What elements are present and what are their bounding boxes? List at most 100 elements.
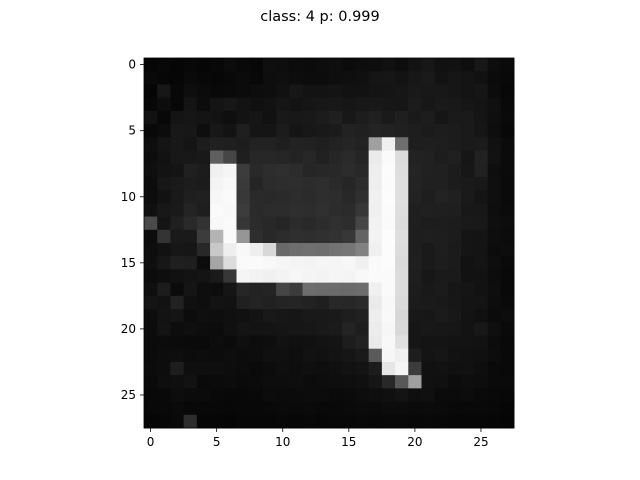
heatmap-cell [368,269,383,284]
heatmap-cell [408,335,422,350]
heatmap-cell [170,256,185,270]
heatmap-cell [183,388,198,402]
heatmap-cell [302,335,317,350]
heatmap-cell [342,229,356,244]
heatmap-cell [210,229,224,244]
heatmap-cell [368,176,383,191]
heatmap-cell [289,282,303,297]
heatmap-cell [144,256,158,270]
heatmap-cell [474,335,488,350]
heatmap-cell [302,71,317,85]
heatmap-cell [434,256,449,270]
heatmap-cell [196,84,211,99]
heatmap-cell [421,309,436,323]
heatmap-cell [368,388,383,402]
heatmap-cell [315,295,330,310]
heatmap-cell [210,216,224,231]
heatmap-cell [434,375,449,389]
heatmap-cell [368,361,383,376]
heatmap-cell [329,335,343,350]
heatmap-cell [144,388,158,402]
heatmap-cell [157,256,171,270]
heatmap-cell [421,110,436,125]
heatmap-cell [408,203,422,217]
heatmap-cell [487,58,502,72]
heatmap-cell [315,71,330,85]
heatmap-cell [262,190,277,204]
heatmap-cell [276,84,290,99]
heatmap-cell [421,335,436,350]
heatmap-cell [381,375,396,389]
heatmap-cell [342,137,356,151]
heatmap-cell [474,137,488,151]
heatmap-cell [223,269,237,284]
heatmap-cell [183,269,198,284]
heatmap-cell [447,203,462,217]
heatmap-cell [329,414,343,429]
heatmap-cell [421,58,436,72]
heatmap-cell [249,216,264,231]
heatmap-cell [183,401,198,416]
heatmap-cell [223,150,237,165]
heatmap-cell [355,97,370,112]
heatmap-cell [474,84,488,99]
heatmap-cell [421,295,436,310]
heatmap-cell [329,150,343,165]
heatmap-cell [262,58,277,72]
y-tick-label: 20 [121,322,136,336]
heatmap-cell [368,256,383,270]
heatmap-cell [421,388,436,402]
heatmap-cell [421,190,436,204]
heatmap-cell [262,256,277,270]
heatmap-cell [196,71,211,85]
heatmap-cell [500,256,515,270]
heatmap-cell [500,97,515,112]
heatmap-cell [474,309,488,323]
heatmap-cell [329,282,343,297]
heatmap-cell [408,282,422,297]
heatmap-cell [447,124,462,138]
heatmap-cell [289,375,303,389]
heatmap-cell [236,124,251,138]
heatmap-cell [447,71,462,85]
heatmap-cell [474,203,488,217]
heatmap-cell [315,203,330,217]
heatmap-cell [342,401,356,416]
heatmap-cell [249,361,264,376]
heatmap-cell [342,269,356,284]
heatmap-cell [500,269,515,284]
heatmap-cell [223,124,237,138]
heatmap-cell [315,375,330,389]
heatmap-cell [262,137,277,151]
heatmap-cell [183,203,198,217]
heatmap-cell [381,361,396,376]
heatmap-cell [381,84,396,99]
heatmap-cell [408,229,422,244]
heatmap-cell [157,163,171,178]
heatmap-cell [236,243,251,257]
heatmap-cell [302,414,317,429]
heatmap-cell [500,295,515,310]
heatmap-cell [329,375,343,389]
heatmap-cell [223,243,237,257]
heatmap-cell [183,216,198,231]
heatmap-cell [157,388,171,402]
heatmap-cell [355,282,370,297]
heatmap-cell [421,71,436,85]
heatmap-cell [487,84,502,99]
heatmap-cell [434,229,449,244]
heatmap-cell [170,150,185,165]
heatmap-cell [262,295,277,310]
heatmap-cell [461,388,475,402]
heatmap-cell [487,295,502,310]
heatmap-cell [144,163,158,178]
heatmap-cell [395,388,409,402]
heatmap-cell [315,190,330,204]
heatmap-cell [183,309,198,323]
heatmap-cell [276,309,290,323]
heatmap-cell [381,269,396,284]
heatmap-cell [276,335,290,350]
heatmap-cell [262,243,277,257]
heatmap-cell [395,256,409,270]
